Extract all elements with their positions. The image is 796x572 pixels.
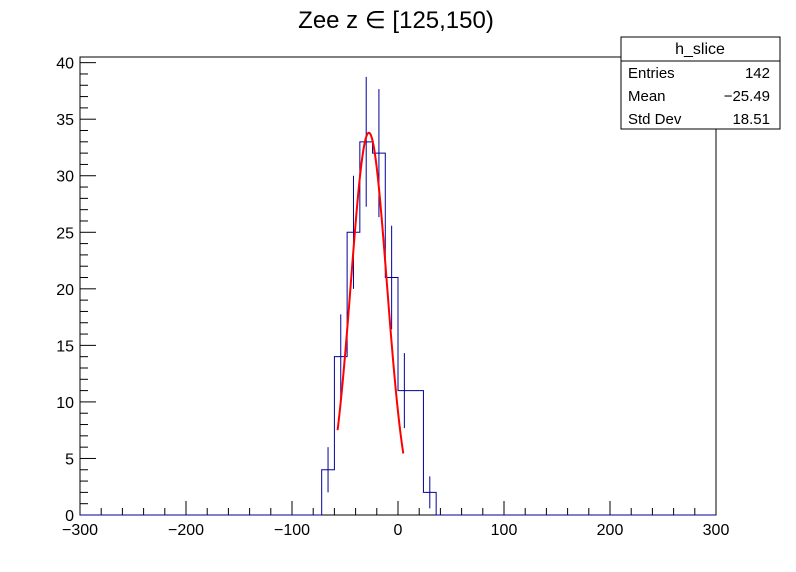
x-tick-label: 0 — [394, 522, 403, 539]
y-tick-label: 5 — [65, 451, 74, 468]
y-tick-label: 15 — [56, 338, 74, 355]
stats-stddev-label: Std Dev — [628, 111, 682, 128]
histogram-bars — [80, 141, 716, 516]
chart-title: Zee z ∈ [125,150) — [298, 7, 494, 34]
histogram-outline — [80, 141, 716, 516]
y-tick-label: 10 — [56, 395, 74, 412]
stats-box-title: h_slice — [675, 41, 725, 58]
y-tick-label: 30 — [56, 169, 74, 186]
stats-entries-value: 142 — [745, 65, 770, 82]
stats-mean-label: Mean — [628, 88, 666, 105]
x-tick-label: 300 — [703, 522, 730, 539]
stats-stddev-value: 18.51 — [732, 111, 770, 128]
y-tick-label: 35 — [56, 112, 74, 129]
y-tick-label: 40 — [56, 56, 74, 73]
x-tick-label: −200 — [168, 522, 204, 539]
x-tick-label: 100 — [491, 522, 518, 539]
error-bars — [327, 76, 431, 509]
y-tick-label: 20 — [56, 282, 74, 299]
x-axis: −300 −200 −100 0 100 200 300 — [62, 501, 729, 539]
y-axis: 0 5 10 15 20 25 30 35 40 — [56, 56, 96, 525]
gaussian-fit-curve — [336, 131, 405, 454]
x-tick-label: −100 — [274, 522, 310, 539]
stats-box-frame — [620, 36, 781, 130]
y-tick-label: 25 — [56, 225, 74, 242]
y-tick-label: 0 — [65, 508, 74, 525]
x-tick-label: 200 — [597, 522, 624, 539]
stats-entries-label: Entries — [628, 65, 675, 82]
stats-mean-value: −25.49 — [724, 88, 770, 105]
stats-box: h_slice Entries 142 Mean −25.49 Std Dev … — [620, 36, 781, 130]
x-tick-label: −300 — [62, 522, 98, 539]
